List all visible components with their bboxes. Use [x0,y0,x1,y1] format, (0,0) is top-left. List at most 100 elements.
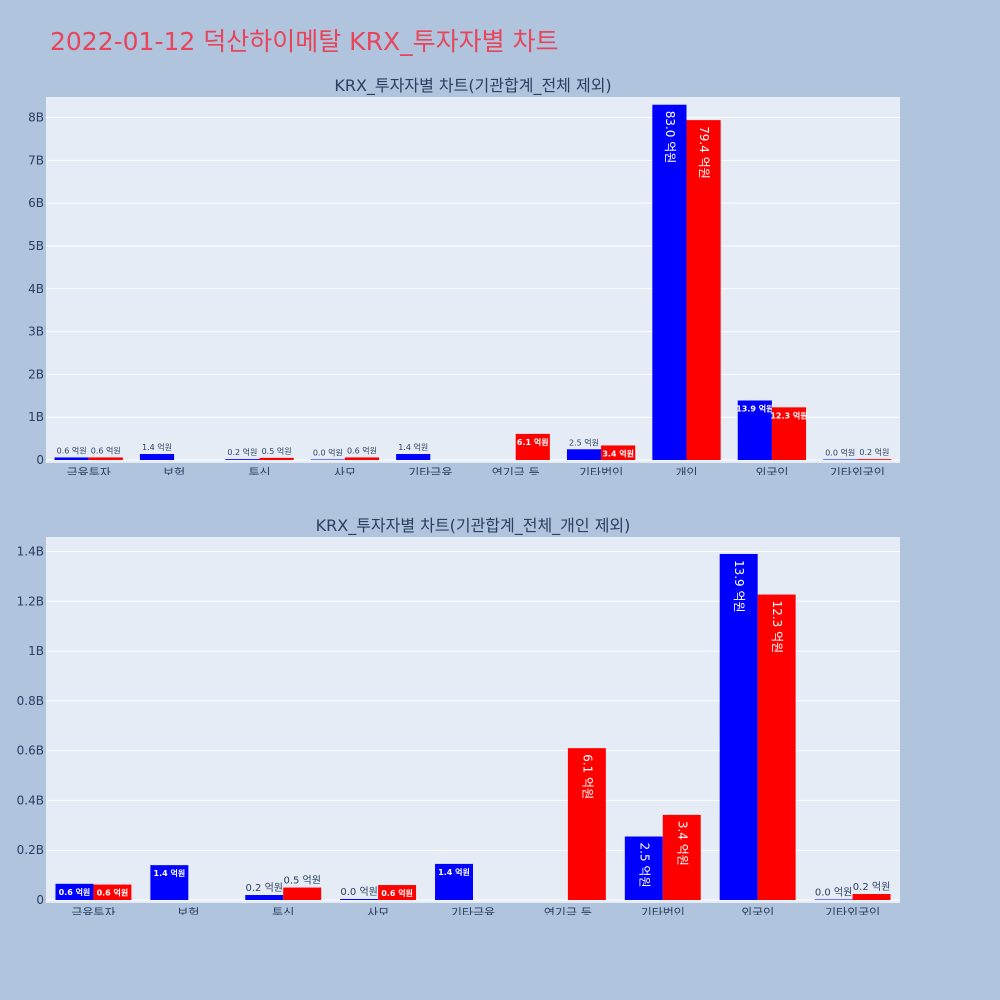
data-label: 0.6 억원 [347,445,377,455]
data-label: 0.0 억원 [815,887,852,899]
x-tick-label: 기타외국인 [830,466,885,475]
y-tick-label: 1B [28,410,44,424]
bar [771,407,807,460]
data-label: 83.0 억원 [663,111,677,164]
bar [719,553,758,900]
x-tick-label: 외국인 [755,466,788,475]
data-label: 0.5 억원 [283,875,320,887]
bar [245,895,284,900]
data-label: 1.4 억원 [142,442,172,452]
y-tick-label: 2B [28,367,44,381]
x-tick-label: 금융투자 [67,466,111,475]
y-tick-label: 5B [28,239,44,253]
x-tick-label: 기타외국인 [825,906,880,915]
bar [686,120,721,460]
y-tick-label: 0 [36,893,44,907]
data-label: 13.9 억원 [736,404,773,414]
chart-title: KRX_투자자별 차트(기관합계_전체_개인 제외) [316,516,631,536]
bar [93,884,132,900]
x-tick-label: 보험 [163,466,185,475]
chart-top: KRX_투자자별 차트(기관합계_전체 제외) 0 1B 2B 3B 4B 5B 6B 7B 8B… [28,76,900,475]
bar [259,457,294,460]
data-label: 6.1 억원 [580,754,594,799]
data-label: 0.6 억원 [381,888,413,898]
bar [283,887,322,900]
bar [310,459,345,460]
data-label: 79.4 억원 [697,126,711,179]
chart-bottom: KRX_투자자별 차트(기관합계_전체_개인 제외) 0 0.2B 0.4B 0.6B 0… [17,516,900,915]
x-tick-label: 보험 [177,906,199,915]
x-tick-label: 투신 [248,466,270,475]
bar [150,865,189,900]
x-tick-label: 연기금 등 [544,906,592,915]
data-label: 2.5 억원 [569,437,599,447]
data-label: 0.2 억원 [859,447,889,457]
bar [378,885,417,900]
data-label: 0.6 억원 [57,445,87,455]
bar [435,863,473,900]
y-tick-label: 1B [28,644,44,658]
x-tick-label: 연기금 등 [492,466,540,475]
data-label: 0.2 억원 [853,881,890,893]
y-tick-label: 3B [28,325,44,339]
bar [857,459,892,460]
bar [54,457,89,460]
bar [340,899,379,900]
y-tick-label: 0.8B [17,694,44,708]
data-label: 1.4 억원 [438,867,470,877]
bar [852,894,891,900]
x-tick-label: 외국인 [741,906,774,915]
y-tick-label: 4B [28,282,44,296]
bar [515,433,550,460]
bar [757,594,796,900]
bar [396,454,431,460]
x-tick-label: 기타법인 [579,466,623,475]
data-label: 0.0 억원 [340,886,377,898]
chart-title: KRX_투자자별 차트(기관합계_전체 제외) [334,76,611,96]
x-tick-label: 투신 [272,906,294,915]
bar [737,400,772,460]
data-label: 13.9 억원 [732,560,746,613]
data-label: 0.0 억원 [313,448,343,458]
page-title: 2022-01-12 덕산하이메탈 KRX_투자자별 차트 [50,27,559,56]
bar [344,457,380,460]
bar [662,814,701,900]
y-tick-label: 6B [28,196,44,210]
bar [652,104,687,460]
data-label: 3.4 억원 [602,448,634,458]
bar [225,459,260,460]
data-label: 2.5 억원 [637,843,651,888]
data-label: 1.4 억원 [398,442,428,452]
data-label: 0.2 억원 [227,447,257,457]
y-tick-label: 7B [28,153,44,167]
y-tick-label: 8B [28,111,44,125]
data-label: 0.5 억원 [262,446,292,456]
bar [601,445,636,460]
data-label: 12.3 억원 [770,601,784,654]
y-tick-label: 0.2B [17,843,44,857]
data-label: 3.4 억원 [675,821,689,866]
x-tick-label: 사모 [367,906,389,915]
y-tick-label: 0 [36,453,44,467]
y-tick-label: 1.2B [17,594,44,608]
x-tick-label: 금융투자 [71,906,115,915]
bar [814,899,853,900]
data-label: 12.3 억원 [770,410,807,420]
bar [55,883,94,900]
data-label: 6.1 억원 [517,437,549,447]
data-label: 0.0 억원 [825,448,855,458]
x-tick-label: 기타법인 [641,906,685,915]
bar [566,449,602,460]
data-label: 0.2 억원 [246,882,283,894]
x-tick-label: 기타금융 [408,466,452,475]
data-label: 0.6 억원 [59,887,91,897]
bar [139,454,175,460]
bar [823,459,858,460]
bar [567,748,606,900]
y-tick-label: 0.4B [17,793,44,807]
y-tick-label: 0.6B [17,744,44,758]
data-label: 0.6 억원 [91,445,121,455]
data-label: 0.6 억원 [97,888,129,898]
y-tick-label: 1.4B [17,544,44,558]
x-tick-label: 기타금융 [451,906,495,915]
